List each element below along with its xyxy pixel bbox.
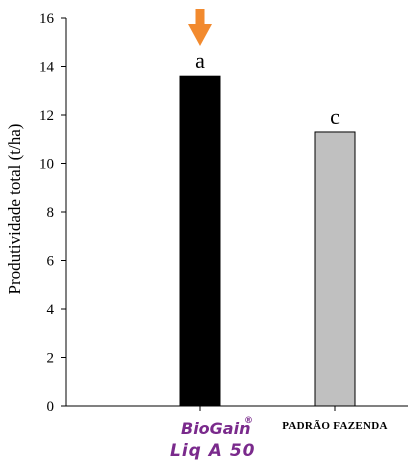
y-axis-title: Produtividade total (t/ha) — [5, 124, 24, 295]
axes — [65, 18, 408, 411]
logo-registered-mark: ® — [244, 416, 253, 426]
highlight-marker — [188, 9, 212, 46]
y-axis-ticks: 0 2 4 6 8 10 12 14 16 — [39, 11, 66, 415]
logo-line-1: BioGain — [181, 419, 250, 438]
x-axis-labels: BioGain® Liq A 50 PADRÃO FAZENDA — [170, 416, 388, 461]
y-tick-label: 10 — [39, 157, 54, 173]
bar-2 — [314, 131, 356, 407]
x-category-label: PADRÃO FAZENDA — [282, 420, 388, 432]
y-tick-label: 14 — [39, 60, 55, 76]
y-tick-label: 16 — [39, 11, 55, 27]
bars — [179, 75, 356, 407]
significance-letter: a — [195, 48, 205, 73]
significance-letter: c — [330, 104, 340, 129]
significance-letters: ac — [195, 48, 340, 129]
bar-1 — [179, 75, 221, 407]
y-tick-label: 2 — [47, 351, 55, 367]
logo-line-2: Liq A 50 — [170, 441, 255, 461]
y-tick-label: 4 — [47, 302, 55, 318]
y-tick-label: 8 — [47, 205, 55, 221]
down-arrow-icon — [188, 24, 212, 46]
y-tick-label: 0 — [47, 399, 55, 415]
arrow-shaft — [195, 9, 205, 27]
y-tick-label: 12 — [39, 108, 54, 124]
y-tick-label: 6 — [47, 254, 55, 270]
